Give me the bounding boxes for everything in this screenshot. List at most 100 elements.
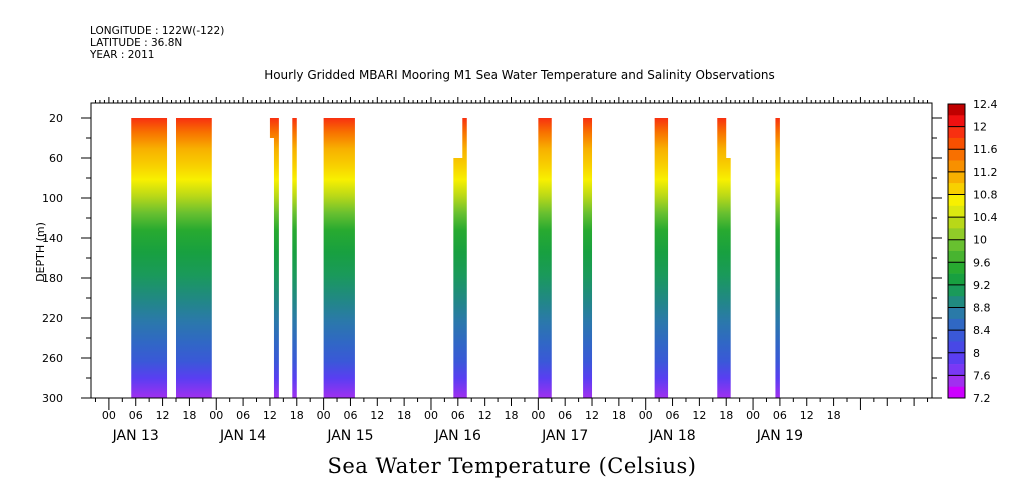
x-hour-label: 18 (827, 409, 841, 422)
data-segments (131, 118, 780, 398)
data-segment (654, 118, 669, 398)
colorbar-swatch (948, 386, 965, 399)
colorbar-label: 12.4 (973, 98, 998, 111)
colorbar-swatch (948, 115, 965, 127)
colorbar-label: 12 (973, 121, 987, 134)
chart-title: Hourly Gridded MBARI Mooring M1 Sea Wate… (264, 68, 775, 82)
segment-fill (323, 118, 355, 398)
x-day-label: JAN 13 (112, 428, 159, 444)
colorbar-swatch (948, 284, 965, 297)
x-hour-label: 18 (505, 409, 519, 422)
x-hour-label: 06 (666, 409, 680, 422)
colorbar-label: 11.2 (973, 166, 998, 179)
x-hour-label: 00 (102, 409, 116, 422)
colorbar-label: 9.6 (973, 256, 991, 269)
data-segment (717, 118, 731, 398)
colorbar-label: 11.6 (973, 143, 998, 156)
colorbar-label: 8 (973, 347, 980, 360)
x-hour-label: 12 (370, 409, 384, 422)
x-hour-label: 00 (424, 409, 438, 422)
x-hour-label: 06 (343, 409, 357, 422)
segment-fill (175, 118, 212, 398)
x-hour-label: 06 (451, 409, 465, 422)
y-tick-label: 180 (42, 272, 63, 285)
x-hour-label: 00 (209, 409, 223, 422)
y-tick-label: 300 (42, 392, 63, 405)
x-hour-label: 12 (478, 409, 492, 422)
x-hour-label: 00 (746, 409, 760, 422)
colorbar-swatch (948, 273, 965, 286)
x-hour-label: 12 (585, 409, 599, 422)
colorbar-swatch (948, 251, 965, 263)
segment-fill (292, 118, 297, 398)
x-day-label: JAN 18 (648, 428, 695, 444)
x-hour-label: 06 (773, 409, 787, 422)
colorbar-swatch (948, 341, 965, 354)
x-day-label: JAN 16 (434, 428, 481, 444)
data-segment (323, 118, 355, 398)
colorbar-swatch (948, 104, 965, 116)
colorbar-swatch (948, 183, 965, 195)
colorbar-swatch (948, 330, 965, 342)
colorbar-swatch (948, 149, 965, 161)
y-tick-label: 20 (49, 112, 63, 125)
colorbar-label: 10 (973, 234, 987, 247)
x-hour-label: 12 (800, 409, 814, 422)
colorbar-swatch (948, 126, 965, 139)
segment-fill (717, 118, 731, 398)
colorbar-swatch (948, 137, 965, 150)
y-tick-label: 220 (42, 312, 63, 325)
data-segment (269, 118, 279, 398)
x-hour-label: 18 (397, 409, 411, 422)
colorbar-label: 10.8 (973, 188, 998, 201)
y-tick-label: 260 (42, 352, 63, 365)
colorbar-swatch (948, 205, 965, 218)
x-hour-label: 18 (290, 409, 304, 422)
segment-fill (453, 118, 467, 398)
segment-fill (269, 118, 279, 398)
x-day-label: JAN 17 (541, 428, 588, 444)
colorbar-swatch (948, 160, 965, 173)
colorbar-swatch (948, 239, 965, 252)
colorbar: 12.4 12 11.6 11.2 10.8 10.4 10 9.6 9.2 8.8 8.4 8 7.6… (947, 98, 998, 405)
data-segment (292, 118, 297, 398)
data-segment (175, 118, 212, 398)
colorbar-swatch (948, 171, 965, 184)
axes: 20 60 100 140 180 220 260 300 00 06 12 18 00 06 12 18 00… (42, 97, 942, 444)
y-tick-label: 100 (42, 192, 63, 205)
x-hour-label: 00 (317, 409, 331, 422)
segment-fill (538, 118, 552, 398)
colorbar-swatch (948, 318, 965, 331)
segment-fill (131, 118, 168, 398)
data-segment (538, 118, 552, 398)
colorbar-label: 7.6 (973, 369, 991, 382)
colorbar-swatch (948, 364, 965, 376)
meta-latitude: LATITUDE : 36.8N (90, 37, 183, 49)
x-day-label: JAN 19 (756, 428, 803, 444)
colorbar-swatch (948, 375, 965, 387)
meta-year: YEAR : 2011 (90, 49, 155, 61)
colorbar-swatch (948, 217, 965, 229)
y-tick-label: 60 (49, 152, 63, 165)
x-day-label: JAN 15 (326, 428, 373, 444)
colorbar-label: 7.2 (973, 392, 991, 405)
x-hour-label: 18 (612, 409, 626, 422)
x-hour-label: 00 (531, 409, 545, 422)
footer-title: Sea Water Temperature (Celsius) (327, 454, 697, 478)
y-axis-label: DEPTH (m) (34, 222, 47, 282)
plot-frame (90, 102, 933, 399)
colorbar-swatch (948, 194, 965, 207)
segment-fill (583, 118, 593, 398)
x-hour-label: 06 (558, 409, 572, 422)
colorbar-label: 8.4 (973, 324, 991, 337)
segment-fill (775, 118, 780, 398)
colorbar-label: 10.4 (973, 211, 998, 224)
colorbar-swatch (948, 352, 965, 365)
x-day-label: JAN 14 (219, 428, 266, 444)
x-hour-label: 18 (719, 409, 733, 422)
colorbar-swatch (948, 296, 965, 308)
meta-longitude: LONGITUDE : 122W(-122) (90, 25, 225, 37)
segment-fill (654, 118, 669, 398)
x-hour-label: 06 (236, 409, 250, 422)
